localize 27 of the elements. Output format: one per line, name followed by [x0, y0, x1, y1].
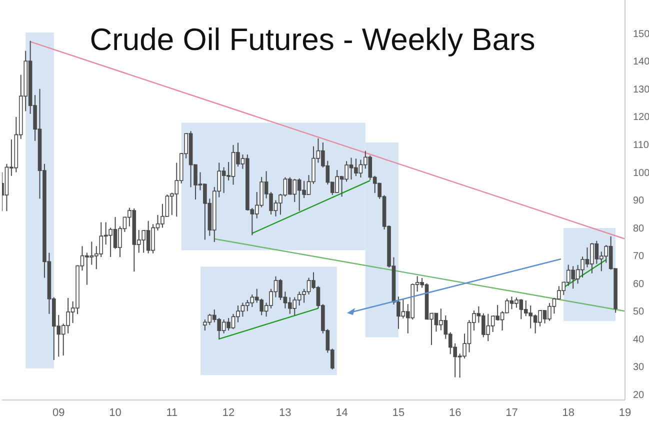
- y-tick-label: 50: [633, 306, 645, 318]
- y-tick-label: 20: [633, 390, 645, 401]
- x-tick-label: 19: [618, 406, 632, 419]
- y-tick-label: 80: [633, 223, 645, 234]
- x-tick-label: 15: [392, 406, 405, 419]
- x-tick-label: 11: [166, 406, 178, 419]
- y-tick-label: 90: [633, 196, 645, 207]
- y-tick-label: 110: [633, 140, 649, 151]
- candlestick: [89, 241, 94, 266]
- y-tick-label: 60: [633, 278, 645, 290]
- text: Crude Oil Futures - Weekly Bars: [88, 22, 536, 58]
- x-tick-label: 10: [109, 406, 122, 419]
- y-tick-label: 40: [633, 334, 645, 346]
- y-tick-label: 70: [633, 251, 645, 262]
- y-tick-label: 130: [633, 84, 649, 96]
- x-tick-label: 09: [52, 406, 65, 419]
- y-tick-label: 140: [633, 56, 649, 68]
- x-tick-label: 14: [336, 406, 348, 419]
- x-tick-label: 17: [506, 406, 518, 419]
- x-tick-label: 16: [448, 406, 462, 419]
- y-tick-label: 30: [633, 362, 645, 374]
- x-tick-label: 18: [562, 406, 574, 419]
- x-tick-label: 13: [279, 406, 292, 419]
- x-tick-label: 12: [222, 406, 235, 419]
- y-tick-label: 120: [633, 112, 649, 124]
- y-tick-label: 150: [633, 28, 649, 40]
- y-tick-label: 100: [633, 168, 649, 179]
